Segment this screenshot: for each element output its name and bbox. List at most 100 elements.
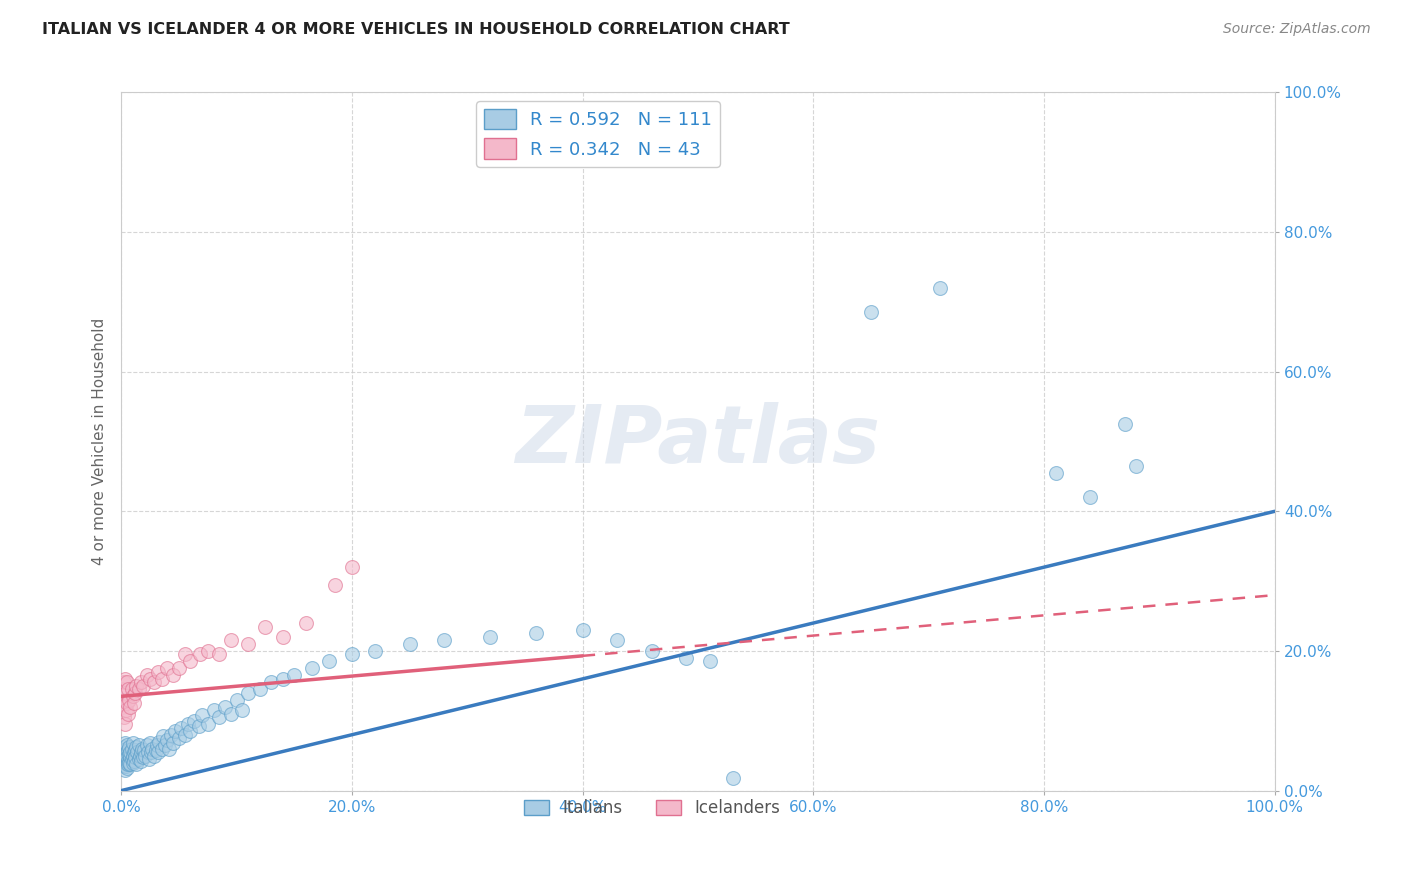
Point xyxy=(114,748,136,763)
Point xyxy=(111,757,134,772)
Point xyxy=(114,717,136,731)
Point xyxy=(167,731,190,746)
Point xyxy=(111,682,134,697)
Point xyxy=(202,703,225,717)
Point xyxy=(114,736,136,750)
Point xyxy=(142,748,165,763)
Point xyxy=(114,693,136,707)
Point xyxy=(128,748,150,763)
Point xyxy=(641,644,664,658)
Point xyxy=(115,757,138,772)
Point xyxy=(699,655,721,669)
Point xyxy=(129,675,152,690)
Point xyxy=(177,717,200,731)
Point xyxy=(114,672,136,686)
Point xyxy=(124,743,146,757)
Point xyxy=(115,696,138,710)
Point xyxy=(1125,458,1147,473)
Point xyxy=(254,619,277,633)
Point xyxy=(141,745,163,759)
Point xyxy=(124,750,146,764)
Point xyxy=(145,743,167,757)
Point xyxy=(157,741,180,756)
Point xyxy=(132,750,155,764)
Point xyxy=(118,693,141,707)
Point xyxy=(117,754,139,768)
Point xyxy=(197,644,219,658)
Point xyxy=(129,745,152,759)
Point xyxy=(112,747,135,762)
Point xyxy=(118,740,141,755)
Point xyxy=(121,690,143,704)
Point xyxy=(340,648,363,662)
Point xyxy=(142,675,165,690)
Point xyxy=(136,745,159,759)
Point xyxy=(112,754,135,768)
Point xyxy=(139,672,162,686)
Point xyxy=(141,741,163,756)
Point xyxy=(134,748,156,763)
Point xyxy=(139,736,162,750)
Point xyxy=(114,756,136,770)
Point xyxy=(120,699,142,714)
Point xyxy=(340,560,363,574)
Point xyxy=(721,771,744,785)
Point xyxy=(118,747,141,762)
Point xyxy=(112,759,135,773)
Point xyxy=(128,682,150,697)
Point xyxy=(128,738,150,752)
Point xyxy=(173,728,195,742)
Point xyxy=(114,756,136,770)
Point xyxy=(170,721,193,735)
Point xyxy=(183,714,205,728)
Point xyxy=(122,696,145,710)
Point xyxy=(283,668,305,682)
Point xyxy=(606,633,628,648)
Point xyxy=(112,710,135,724)
Point xyxy=(323,577,346,591)
Point xyxy=(156,661,179,675)
Point xyxy=(115,738,138,752)
Point xyxy=(111,745,134,759)
Point xyxy=(150,741,173,756)
Point xyxy=(111,752,134,766)
Point xyxy=(121,736,143,750)
Y-axis label: 4 or more Vehicles in Household: 4 or more Vehicles in Household xyxy=(93,318,107,566)
Point xyxy=(860,305,883,319)
Point xyxy=(117,706,139,721)
Point xyxy=(173,648,195,662)
Point xyxy=(118,756,141,770)
Point xyxy=(122,754,145,768)
Point xyxy=(132,679,155,693)
Point xyxy=(433,633,456,648)
Point xyxy=(197,717,219,731)
Point xyxy=(294,615,316,630)
Point xyxy=(114,745,136,759)
Point xyxy=(115,745,138,759)
Point xyxy=(114,763,136,777)
Point xyxy=(131,741,153,756)
Point xyxy=(260,675,283,690)
Point xyxy=(121,748,143,763)
Point xyxy=(121,756,143,770)
Point xyxy=(114,703,136,717)
Legend: Italians, Icelanders: Italians, Icelanders xyxy=(517,793,786,824)
Point xyxy=(214,699,236,714)
Point xyxy=(1114,417,1136,431)
Point xyxy=(120,757,142,772)
Point xyxy=(167,661,190,675)
Point xyxy=(249,682,271,697)
Point xyxy=(114,686,136,700)
Point xyxy=(179,655,201,669)
Point xyxy=(117,743,139,757)
Point xyxy=(675,651,697,665)
Point xyxy=(188,648,211,662)
Point xyxy=(219,706,242,721)
Point xyxy=(236,637,259,651)
Point xyxy=(121,682,143,697)
Point xyxy=(219,633,242,648)
Point xyxy=(148,735,170,749)
Point xyxy=(301,661,323,675)
Point xyxy=(121,741,143,756)
Point xyxy=(208,648,231,662)
